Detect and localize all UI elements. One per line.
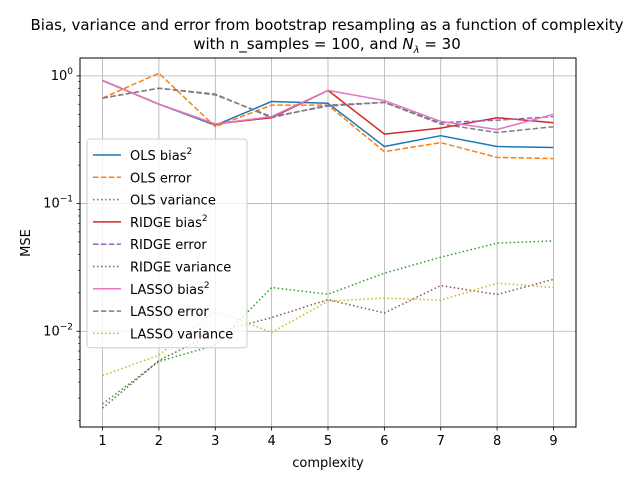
legend-label: LASSO error [130, 305, 209, 320]
x-axis-label: complexity [292, 456, 364, 471]
legend-label: LASSO bias2 [130, 281, 210, 298]
legend-label: OLS error [130, 171, 192, 186]
series-line-lasso-bias [102, 79, 554, 131]
y-axis-label: MSE [19, 229, 34, 257]
x-axis-ticks: 1 2 3 4 5 6 7 8 9 [98, 427, 558, 449]
series-layer [102, 72, 554, 409]
legend-label: RIDGE variance [130, 261, 231, 276]
x-tick-label: 7 [437, 434, 445, 449]
chart-title-line2: with n_samples = 100, and Nλ = 30 [193, 35, 461, 56]
series-line-lasso-error [102, 87, 554, 134]
legend-label: RIDGE bias2 [130, 214, 208, 231]
x-tick-label: 9 [549, 434, 557, 449]
legend-label: LASSO variance [130, 327, 233, 342]
x-tick-label: 6 [380, 434, 388, 449]
legend: OLS bias2 OLS error OLS variance RIDGE bias… [86, 138, 248, 349]
x-tick-label: 2 [155, 434, 163, 449]
legend-label: RIDGE error [130, 238, 207, 253]
y-axis-ticks: 10−2 10−1 100 [43, 67, 80, 421]
x-tick-label: 4 [267, 434, 275, 449]
series-line-ridge-variance [102, 278, 554, 409]
legend-box [86, 138, 248, 349]
x-tick-label: 1 [98, 434, 106, 449]
x-tick-label: 3 [211, 434, 219, 449]
x-tick-label: 8 [493, 434, 501, 449]
legend-label: OLS bias2 [130, 147, 192, 164]
chart-title-line1: Bias, variance and error from bootstrap … [30, 16, 623, 34]
y-tick-label: 100 [51, 67, 74, 84]
y-tick-label: 10−1 [43, 195, 73, 212]
x-tick-label: 5 [324, 434, 332, 449]
series-line-ols-variance [102, 240, 554, 405]
y-tick-label: 10−2 [43, 322, 73, 339]
legend-label: OLS variance [130, 194, 216, 209]
series-line-lasso-variance [102, 282, 554, 377]
